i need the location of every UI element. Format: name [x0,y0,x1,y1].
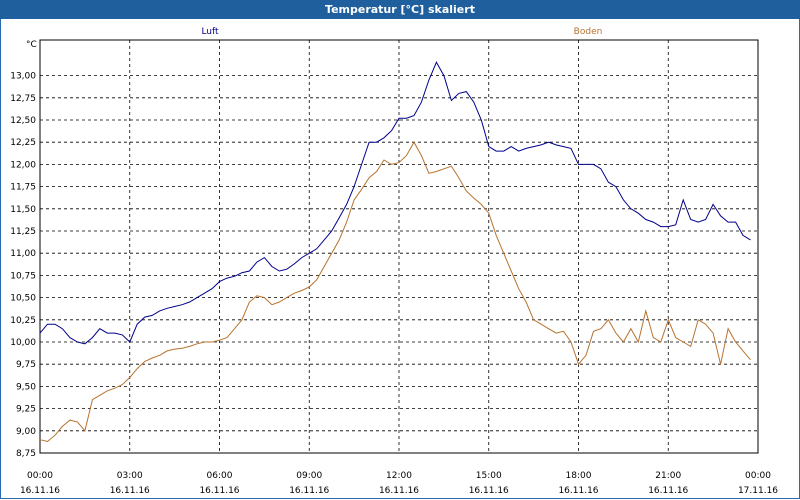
x-tick-date-label: 16.11.16 [648,486,688,496]
window-title: Temperatur [°C] skaliert [0,0,800,19]
x-tick-time-label: 18:00 [566,471,592,481]
y-tick-label: 9,00 [16,427,36,437]
y-axis-label: °C [26,40,37,50]
y-tick-label: 11,00 [10,249,36,259]
series-line-luft [39,61,751,345]
y-tick-label: 12,50 [10,116,36,126]
y-tick-label: 8,75 [16,449,36,459]
x-tick-date-label: 17.11.16 [738,486,778,496]
x-tick-date-label: 16.11.16 [20,486,60,496]
x-tick-date-label: 16.11.16 [110,486,150,496]
y-tick-label: 10,25 [10,316,36,326]
x-tick-time-label: 09:00 [296,471,322,481]
legend-label-boden: Boden [574,27,603,37]
y-tick-label: 10,75 [10,271,36,281]
y-tick-label: 11,50 [10,205,36,215]
y-tick-label: 9,25 [16,405,36,415]
y-tick-label: 9,75 [16,360,36,370]
x-tick-time-label: 00:00 [745,471,771,481]
x-tick-date-label: 16.11.16 [379,486,419,496]
y-tick-label: 10,50 [10,294,36,304]
y-tick-label: 12,25 [10,138,36,148]
x-tick-date-label: 16.11.16 [199,486,239,496]
x-tick-date-label: 16.11.16 [558,486,598,496]
x-tick-time-label: 12:00 [386,471,412,481]
series-line-boden [39,141,751,443]
x-tick-time-label: 03:00 [117,471,143,481]
y-tick-label: 12,00 [10,160,36,170]
x-tick-date-label: 16.11.16 [469,486,509,496]
y-tick-label: 9,50 [16,382,36,392]
legend-label-luft: Luft [201,27,219,37]
y-tick-label: 13,00 [10,72,36,82]
x-tick-time-label: 21:00 [655,471,681,481]
y-tick-label: 11,25 [10,227,36,237]
y-tick-label: 10,00 [10,338,36,348]
y-tick-label: 12,75 [10,94,36,104]
x-tick-date-label: 16.11.16 [289,486,329,496]
x-tick-time-label: 15:00 [476,471,502,481]
x-tick-time-label: 06:00 [207,471,233,481]
x-tick-time-label: 00:00 [27,471,53,481]
y-tick-label: 11,75 [10,183,36,193]
